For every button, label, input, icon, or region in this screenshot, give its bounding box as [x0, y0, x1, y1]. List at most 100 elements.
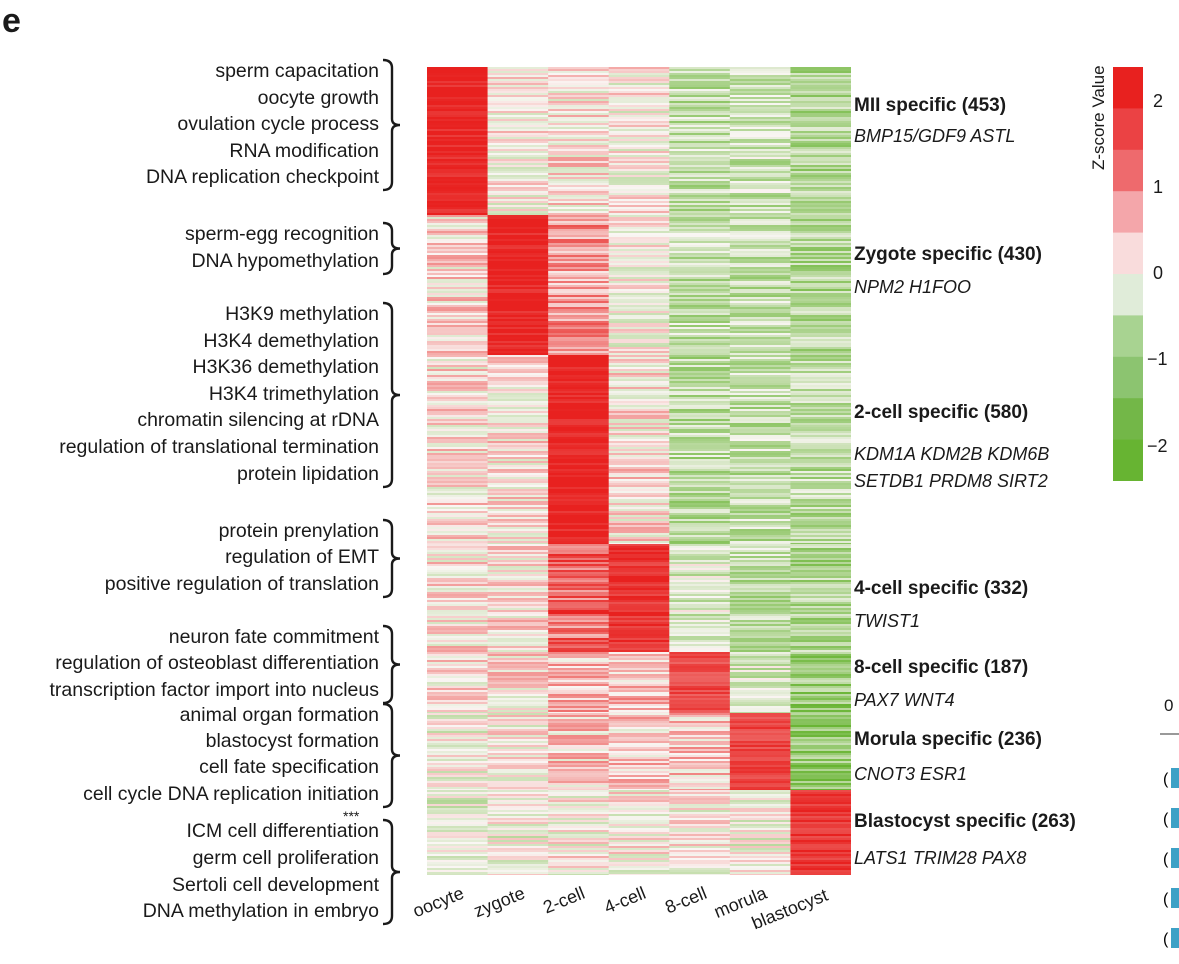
heatmap-cell	[487, 721, 549, 724]
heatmap-cell	[487, 491, 549, 494]
heatmap-cell	[427, 419, 489, 422]
heatmap-cell	[548, 497, 610, 500]
heatmap-cell	[427, 517, 489, 520]
heatmap-cell	[548, 662, 610, 665]
heatmap-cell	[548, 781, 610, 784]
heatmap-cell	[548, 321, 610, 324]
heatmap-cell	[548, 676, 610, 679]
heatmap-cell	[427, 137, 489, 140]
heatmap-cell	[548, 548, 610, 551]
heatmap-cell	[790, 77, 851, 80]
heatmap-cell	[487, 771, 549, 774]
heatmap-cell	[487, 741, 549, 744]
heatmap-cell	[427, 614, 489, 617]
heatmap-cell	[427, 161, 489, 164]
heatmap-cell	[608, 101, 670, 104]
heatmap-cell	[729, 95, 792, 98]
heatmap-cell	[427, 570, 489, 573]
heatmap-cell	[548, 624, 610, 627]
heatmap-cell	[608, 582, 670, 585]
go-term: regulation of EMT	[225, 546, 379, 568]
heatmap-cell	[548, 163, 610, 166]
heatmap-cell	[427, 485, 489, 488]
heatmap-cell	[487, 249, 549, 252]
heatmap-cell	[548, 868, 610, 871]
heatmap-cell	[790, 89, 851, 92]
heatmap-cell	[487, 183, 549, 186]
heatmap-cell	[487, 810, 549, 813]
heatmap-cell	[608, 281, 670, 284]
heatmap-cell	[669, 812, 731, 815]
heatmap-cell	[790, 389, 851, 392]
heatmap-cell	[548, 608, 610, 611]
heatmap-cell	[548, 769, 610, 772]
heatmap-cell	[608, 317, 670, 320]
heatmap-cell	[790, 779, 851, 782]
heatmap-cell	[548, 289, 610, 292]
heatmap-cell	[608, 471, 670, 474]
heatmap-cell	[427, 828, 489, 831]
heatmap-cell	[729, 751, 792, 754]
heatmap-cell	[487, 395, 549, 398]
heatmap-cell	[427, 301, 489, 304]
heatmap-cell	[487, 223, 549, 226]
heatmap-cell	[790, 751, 851, 754]
heatmap-cell	[729, 523, 792, 526]
heatmap-cell	[427, 213, 489, 216]
heatmap-cell	[608, 787, 670, 790]
heatmap-cell	[608, 850, 670, 853]
cluster-title: Morula specific (236)	[854, 729, 1042, 750]
colorbar-title: Z-score Value	[1089, 65, 1108, 170]
heatmap-cell	[790, 391, 851, 394]
heatmap-cell	[608, 383, 670, 386]
heatmap-cell	[487, 850, 549, 853]
heatmap-cell	[669, 243, 731, 246]
heatmap-cell	[790, 235, 851, 238]
heatmap-cell	[487, 594, 549, 597]
heatmap-cell	[790, 271, 851, 274]
heatmap-cell	[669, 189, 731, 192]
heatmap-cluster	[427, 652, 851, 715]
heatmap-cell	[548, 537, 610, 540]
heatmap-cell	[427, 93, 489, 96]
heatmap-cell	[608, 678, 670, 681]
heatmap-cell	[729, 759, 792, 762]
heatmap-cell	[548, 592, 610, 595]
heatmap-cell	[487, 205, 549, 208]
heatmap-cell	[729, 231, 792, 234]
heatmap-cell	[608, 75, 670, 78]
heatmap-cell	[427, 794, 489, 797]
heatmap-cell	[669, 777, 731, 780]
heatmap-cell	[608, 550, 670, 553]
heatmap-cell	[487, 509, 549, 512]
heatmap-cell	[548, 301, 610, 304]
heatmap-cell	[669, 501, 731, 504]
heatmap-cell	[487, 755, 549, 758]
heatmap-cell	[487, 367, 549, 370]
heatmap-cell	[548, 816, 610, 819]
heatmap-cell	[669, 245, 731, 248]
heatmap-cell	[427, 654, 489, 657]
heatmap-cell	[487, 143, 549, 146]
heatmap-cell	[608, 191, 670, 194]
heatmap-cell	[548, 223, 610, 226]
heatmap-cell	[790, 273, 851, 276]
heatmap-cell	[790, 403, 851, 406]
heatmap-cell	[729, 715, 792, 718]
heatmap-cell	[608, 646, 670, 649]
heatmap-cell	[487, 129, 549, 132]
heatmap-cell	[608, 373, 670, 376]
heatmap-cell	[487, 301, 549, 304]
go-term: ovulation cycle process	[177, 113, 379, 135]
heatmap-cell	[729, 263, 792, 266]
heatmap-cell	[729, 757, 792, 760]
heatmap-cell	[790, 397, 851, 400]
heatmap-cell	[669, 483, 731, 486]
heatmap-cell	[548, 397, 610, 400]
heatmap-cell	[729, 692, 792, 695]
heatmap-cell	[427, 281, 489, 284]
heatmap-cell	[487, 690, 549, 693]
heatmap-cell	[669, 672, 731, 675]
heatmap-cell	[669, 117, 731, 120]
heatmap-cell	[729, 443, 792, 446]
